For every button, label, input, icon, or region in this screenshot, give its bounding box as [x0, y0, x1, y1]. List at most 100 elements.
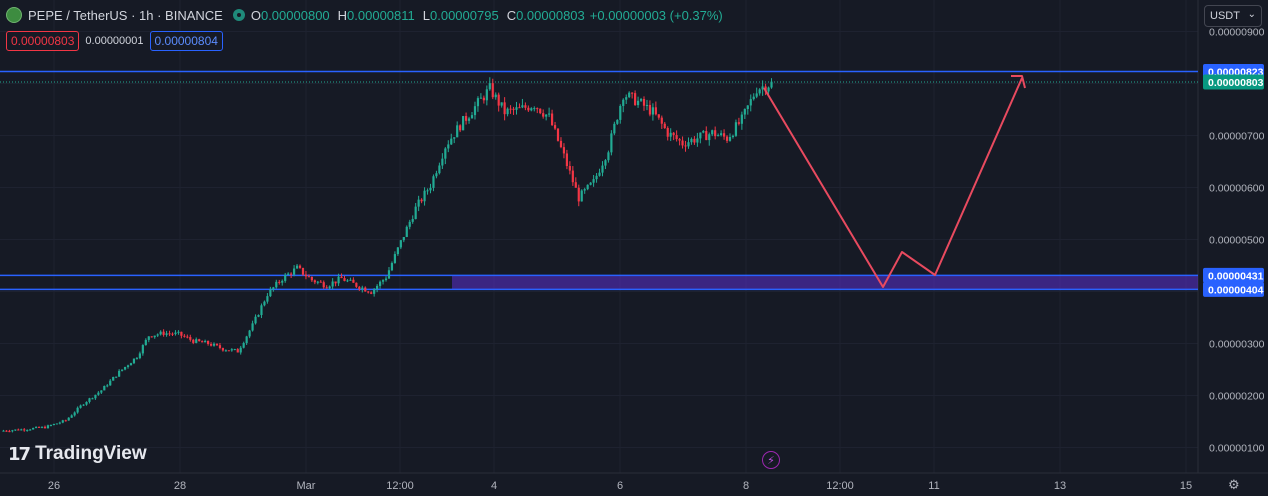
- candle-body[interactable]: [76, 407, 79, 413]
- candle-body[interactable]: [639, 98, 643, 101]
- candle-body[interactable]: [82, 404, 85, 406]
- candle-body[interactable]: [260, 305, 263, 316]
- candle-body[interactable]: [598, 172, 601, 176]
- candle-body[interactable]: [622, 99, 625, 106]
- candle-body[interactable]: [755, 93, 758, 97]
- support-zone[interactable]: [452, 275, 1198, 290]
- candle-body[interactable]: [316, 281, 319, 283]
- candle-body[interactable]: [301, 267, 305, 275]
- tradingview-logo[interactable]: 𝟭𝟳 TradingView: [8, 443, 147, 465]
- candle-body[interactable]: [32, 427, 35, 430]
- candle-body[interactable]: [58, 422, 61, 424]
- candle-body[interactable]: [109, 380, 112, 386]
- candle-body[interactable]: [340, 276, 343, 279]
- candle-body[interactable]: [761, 86, 764, 90]
- candle-body[interactable]: [435, 173, 438, 177]
- candle-body[interactable]: [482, 97, 485, 101]
- candle-body[interactable]: [728, 137, 732, 141]
- candle-body[interactable]: [174, 332, 177, 335]
- candle-body[interactable]: [52, 423, 55, 426]
- gear-icon[interactable]: ⚙: [1228, 477, 1240, 492]
- candle-body[interactable]: [352, 279, 355, 283]
- candle-body[interactable]: [40, 426, 44, 428]
- candle-body[interactable]: [521, 105, 524, 108]
- candle-body[interactable]: [420, 199, 423, 202]
- candle-body[interactable]: [539, 108, 542, 114]
- candle-body[interactable]: [743, 109, 746, 115]
- candle-body[interactable]: [135, 358, 139, 360]
- candle-body[interactable]: [506, 108, 509, 115]
- candle-body[interactable]: [37, 426, 41, 428]
- candle-body[interactable]: [132, 358, 136, 364]
- candle-body[interactable]: [198, 339, 201, 342]
- candle-body[interactable]: [586, 184, 589, 190]
- candle-body[interactable]: [740, 114, 743, 124]
- candle-body[interactable]: [462, 116, 465, 131]
- candle-body[interactable]: [491, 83, 494, 98]
- candle-body[interactable]: [459, 125, 462, 131]
- candle-body[interactable]: [242, 343, 245, 348]
- candle-body[interactable]: [512, 108, 515, 110]
- candle-body[interactable]: [545, 114, 548, 117]
- candle-body[interactable]: [749, 99, 752, 106]
- candle-body[interactable]: [696, 138, 699, 143]
- candle-body[interactable]: [524, 105, 527, 108]
- candle-body[interactable]: [236, 349, 239, 353]
- candle-body[interactable]: [292, 268, 296, 275]
- candle-body[interactable]: [23, 429, 26, 431]
- candle-body[interactable]: [156, 334, 159, 336]
- candle-body[interactable]: [120, 369, 124, 371]
- candle-body[interactable]: [711, 130, 714, 135]
- candle-body[interactable]: [310, 276, 313, 281]
- candle-body[interactable]: [118, 370, 121, 377]
- candle-body[interactable]: [619, 105, 622, 120]
- candle-body[interactable]: [702, 131, 705, 133]
- candle-body[interactable]: [767, 87, 770, 92]
- candle-body[interactable]: [159, 331, 162, 335]
- candle-body[interactable]: [450, 138, 453, 145]
- candle-body[interactable]: [14, 429, 17, 431]
- candle-body[interactable]: [100, 390, 103, 393]
- candle-body[interactable]: [144, 339, 147, 346]
- candle-body[interactable]: [94, 394, 97, 399]
- candle-body[interactable]: [479, 97, 483, 99]
- candle-body[interactable]: [162, 331, 165, 335]
- candle-body[interactable]: [657, 114, 660, 118]
- candle-body[interactable]: [346, 280, 349, 282]
- candle-body[interactable]: [177, 331, 180, 333]
- candle-body[interactable]: [634, 93, 637, 106]
- candle-body[interactable]: [645, 104, 649, 106]
- candle-body[interactable]: [473, 106, 477, 116]
- candle-body[interactable]: [725, 136, 729, 141]
- candle-body[interactable]: [245, 336, 248, 344]
- candle-body[interactable]: [654, 107, 657, 115]
- candle-body[interactable]: [123, 366, 127, 370]
- candle-body[interactable]: [613, 123, 616, 134]
- candle-body[interactable]: [565, 153, 569, 167]
- candle-body[interactable]: [355, 282, 358, 287]
- candle-body[interactable]: [441, 158, 444, 166]
- candle-body[interactable]: [453, 137, 456, 139]
- candle-body[interactable]: [195, 339, 198, 343]
- candle-body[interactable]: [373, 289, 376, 294]
- candle-body[interactable]: [752, 96, 755, 100]
- candle-body[interactable]: [361, 287, 364, 290]
- candle-body[interactable]: [325, 287, 328, 289]
- candle-body[interactable]: [390, 263, 394, 271]
- candle-body[interactable]: [313, 280, 316, 283]
- candle-body[interactable]: [278, 281, 281, 283]
- candle-body[interactable]: [153, 335, 156, 338]
- candle-body[interactable]: [494, 94, 497, 98]
- candle-body[interactable]: [233, 349, 236, 351]
- buy-button[interactable]: 0.00000804: [149, 31, 223, 51]
- candle-body[interactable]: [201, 341, 204, 343]
- candle-body[interactable]: [46, 425, 50, 429]
- candle-body[interactable]: [648, 104, 652, 115]
- candle-body[interactable]: [693, 138, 696, 143]
- candle-body[interactable]: [230, 349, 233, 351]
- candle-body[interactable]: [381, 280, 385, 282]
- candle-body[interactable]: [215, 343, 219, 346]
- candle-body[interactable]: [675, 135, 678, 140]
- candle-body[interactable]: [583, 189, 586, 191]
- candle-body[interactable]: [562, 147, 566, 154]
